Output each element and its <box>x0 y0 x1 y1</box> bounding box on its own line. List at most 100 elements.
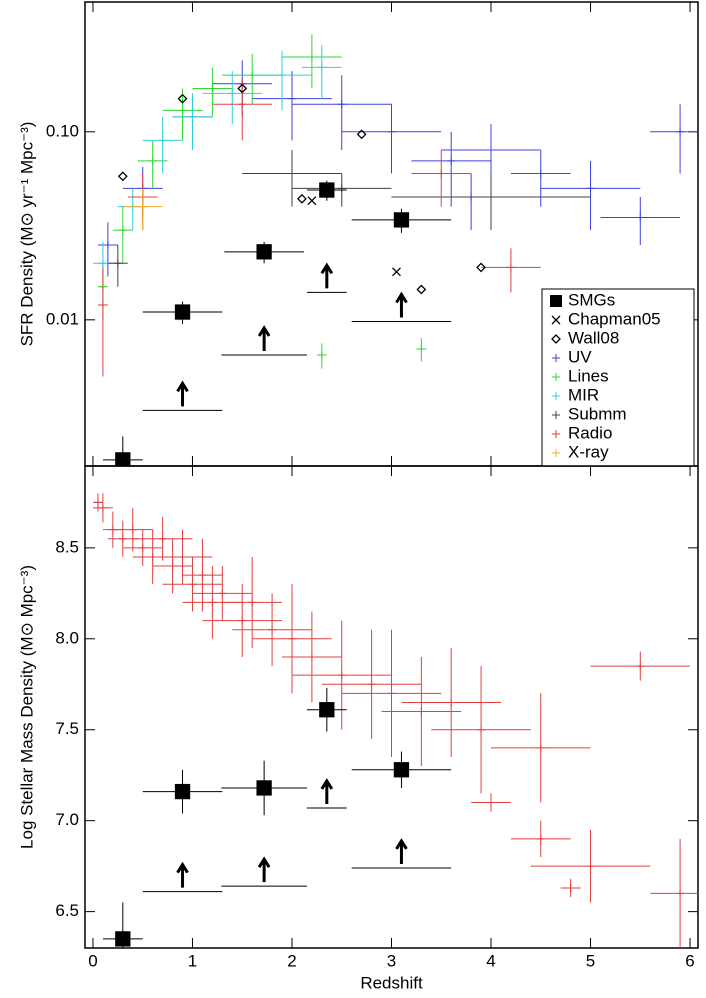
data-point <box>257 325 271 352</box>
data-point <box>307 652 316 661</box>
panel: 0 1 2 3 4 5 6 6.5 7.0 7.5 8.0 8.5 Redshift Log Stella… <box>17 465 699 992</box>
x-tick-label: 2 <box>287 951 296 970</box>
plot-area <box>92 493 698 948</box>
data-point <box>208 598 217 607</box>
data-point <box>103 241 112 250</box>
data-point <box>115 452 131 466</box>
data-point <box>115 931 131 947</box>
y-tick-label: 6.5 <box>55 901 79 920</box>
y-axis-label: SFR Density (M⊙ yr⁻¹ Mpc⁻³) <box>17 122 36 347</box>
y-tick-label: 8.0 <box>55 628 79 647</box>
legend-marker <box>552 392 560 400</box>
data-point <box>287 169 296 178</box>
data-point <box>148 156 157 165</box>
data-point <box>176 861 189 888</box>
panel: 0.01 0.10 SFR Density (M⊙ yr⁻¹ Mpc⁻³) SMGsC… <box>17 1 699 467</box>
data-point <box>307 52 316 61</box>
data-point <box>536 743 545 752</box>
data-point <box>174 304 191 320</box>
legend-marker <box>552 354 560 362</box>
data-point <box>178 106 187 115</box>
data-point <box>395 291 408 318</box>
data-point <box>177 93 188 104</box>
legend: SMGsChapman05Wall08UVLinesMIRSubmmRadioX… <box>541 288 695 467</box>
legend-marker <box>551 315 561 325</box>
legend-label: SMGs <box>568 290 615 309</box>
data-point <box>138 543 147 552</box>
y-tick-label: 7.0 <box>55 810 79 829</box>
data-point <box>118 226 127 235</box>
data-point <box>278 71 287 80</box>
data-point <box>487 798 496 807</box>
data-point <box>117 171 128 182</box>
data-point <box>238 616 247 625</box>
data-point <box>447 698 456 707</box>
legend-label: Radio <box>568 423 612 442</box>
legend-label: MIR <box>568 385 599 404</box>
data-point <box>566 883 575 892</box>
data-point <box>238 100 247 109</box>
data-point <box>174 783 191 800</box>
legend-label: Wall08 <box>568 328 619 347</box>
data-point <box>393 212 410 228</box>
data-point <box>319 182 335 198</box>
data-point <box>586 862 595 871</box>
data-point <box>93 498 102 507</box>
data-point <box>168 562 177 571</box>
data-point <box>256 244 272 260</box>
data-point <box>586 184 595 193</box>
data-point <box>98 503 107 512</box>
data-point <box>356 129 367 140</box>
y-tick-label: 7.5 <box>55 719 79 738</box>
data-point <box>297 193 307 204</box>
legend-marker <box>550 295 562 307</box>
legend-marker <box>552 411 560 419</box>
data-point <box>337 184 346 193</box>
data-point <box>506 263 515 272</box>
data-point <box>98 259 107 268</box>
data-point <box>393 762 410 778</box>
data-point <box>178 552 187 561</box>
data-point <box>487 193 496 202</box>
legend-marker <box>551 334 561 344</box>
legend-marker <box>552 449 560 457</box>
data-point <box>257 856 271 883</box>
data-point <box>320 778 334 804</box>
x-axis-label: Redshift <box>360 973 423 992</box>
data-point <box>320 262 334 289</box>
data-point <box>447 156 456 165</box>
y-tick-label: 0.01 <box>46 309 79 328</box>
legend-box <box>541 288 695 467</box>
data-point <box>98 300 107 309</box>
x-tick-label: 4 <box>486 951 495 970</box>
data-point <box>188 580 197 589</box>
data-point <box>158 534 167 543</box>
legend-label: Submm <box>568 404 627 423</box>
data-point <box>337 100 346 109</box>
data-point <box>287 634 296 643</box>
data-point <box>188 112 197 121</box>
y-tick-label: 0.10 <box>46 121 79 140</box>
data-point <box>476 262 486 273</box>
data-point <box>387 689 396 698</box>
plot-area <box>92 34 698 466</box>
data-point <box>676 127 685 136</box>
data-point <box>395 838 408 864</box>
data-point <box>113 259 122 268</box>
y-axis-label: Log Stellar Mass Density (M⊙ Mpc⁻³) <box>17 565 36 849</box>
data-point <box>477 725 486 734</box>
legend-label: X-ray <box>568 442 609 461</box>
data-point <box>367 680 376 689</box>
legend-marker <box>552 430 560 438</box>
data-point <box>118 534 127 543</box>
data-point <box>268 625 277 634</box>
data-point <box>536 169 545 178</box>
data-point <box>218 589 227 598</box>
data-point <box>158 136 167 145</box>
data-point <box>487 146 496 155</box>
data-point <box>237 83 248 94</box>
x-tick-label: 0 <box>88 951 97 970</box>
data-point <box>317 351 326 360</box>
data-point <box>417 707 426 716</box>
data-point <box>317 63 326 72</box>
